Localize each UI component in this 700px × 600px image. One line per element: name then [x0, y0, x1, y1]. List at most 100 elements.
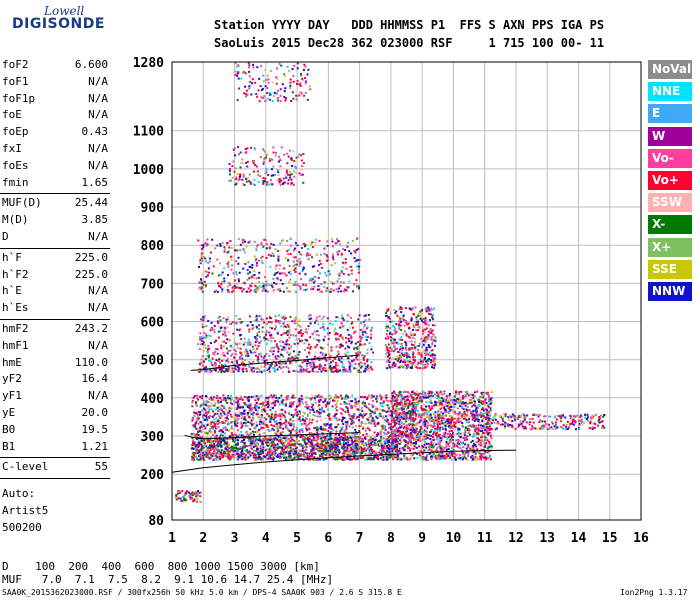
echo-point — [463, 412, 466, 415]
echo-point — [445, 440, 448, 443]
echo-point — [287, 422, 290, 425]
echo-point — [219, 362, 222, 365]
echo-point — [430, 441, 433, 444]
echo-point — [333, 450, 336, 453]
echo-point — [299, 432, 302, 435]
echo-point — [201, 395, 204, 397]
echo-point — [431, 444, 434, 447]
echo-point — [368, 455, 371, 458]
echo-point — [240, 412, 243, 415]
echo-point — [228, 454, 231, 457]
echo-point — [278, 457, 281, 460]
echo-point — [359, 411, 362, 414]
echo-point — [329, 449, 332, 452]
echo-point — [467, 451, 470, 454]
echo-point — [258, 403, 261, 406]
echo-point — [424, 432, 427, 435]
echo-point — [259, 444, 262, 447]
echo-point — [316, 415, 319, 418]
echo-point — [248, 399, 251, 402]
echo-point — [393, 408, 396, 411]
echo-point — [315, 435, 318, 438]
echo-point — [299, 420, 302, 423]
echo-point — [423, 438, 426, 441]
echo-point — [324, 447, 327, 449]
echo-point — [486, 411, 489, 414]
echo-point — [592, 426, 594, 429]
echo-point — [242, 406, 244, 409]
echo-point — [354, 454, 357, 457]
echo-point — [295, 405, 298, 408]
echo-point — [416, 457, 419, 459]
echo-point — [300, 457, 303, 460]
echo-point — [437, 414, 440, 417]
echo-point — [406, 395, 409, 398]
echo-point — [379, 439, 382, 442]
echo-point — [248, 409, 251, 412]
echo-point — [436, 440, 439, 443]
echo-point — [248, 411, 251, 414]
echo-point — [471, 454, 474, 457]
echo-point — [343, 402, 346, 405]
echo-point — [472, 398, 475, 401]
echo-point — [455, 393, 457, 395]
echo-point — [597, 419, 600, 422]
echo-point — [208, 449, 211, 452]
echo-point — [342, 369, 345, 371]
echo-point — [394, 438, 396, 441]
param-value: 110.0 — [74, 355, 108, 369]
echo-point — [321, 406, 324, 409]
param-value: 6.600 — [74, 58, 108, 71]
echo-point — [318, 435, 321, 438]
echo-point — [261, 448, 264, 451]
echo-point — [300, 395, 303, 397]
echo-point — [272, 457, 275, 460]
echo-point — [436, 421, 438, 424]
echo-point — [425, 420, 428, 423]
echo-point — [398, 401, 401, 404]
echo-point — [305, 457, 308, 460]
echo-point — [538, 413, 541, 416]
echo-point — [520, 422, 523, 425]
echo-point — [199, 411, 202, 414]
echo-point — [480, 415, 483, 418]
echo-point — [483, 402, 486, 405]
echo-point — [408, 427, 411, 430]
echo-point — [296, 411, 299, 413]
echo-point — [426, 450, 429, 453]
echo-point — [480, 394, 483, 397]
echo-point — [433, 431, 435, 434]
echo-point — [376, 400, 378, 403]
echo-point — [421, 453, 424, 455]
echo-point — [331, 445, 334, 448]
echo-point — [433, 453, 436, 456]
echo-point — [484, 445, 487, 448]
echo-point — [414, 393, 417, 396]
echo-point — [392, 429, 395, 432]
echo-point — [220, 432, 223, 435]
echo-point — [425, 412, 428, 415]
echo-point — [311, 397, 314, 399]
echo-point — [405, 420, 407, 423]
autoscaling-info-line: 500200 — [2, 521, 42, 535]
echo-point — [489, 443, 492, 446]
legend-item-x-: X+ — [648, 237, 692, 257]
echo-point — [418, 433, 421, 436]
echo-point — [474, 409, 477, 412]
echo-point — [214, 408, 217, 411]
echo-point — [438, 393, 441, 396]
echo-point — [257, 450, 260, 453]
echo-point — [396, 446, 399, 449]
echo-point — [456, 432, 459, 435]
echo-point — [466, 435, 469, 438]
echo-point — [261, 442, 264, 445]
echo-point — [401, 408, 403, 411]
echo-point — [265, 457, 268, 460]
echo-point — [476, 404, 478, 407]
param-name: yF1 — [2, 389, 22, 403]
echo-point — [237, 439, 240, 442]
echo-point — [481, 427, 484, 430]
echo-point — [251, 440, 254, 443]
echo-point — [531, 428, 533, 430]
echo-point — [199, 458, 202, 461]
